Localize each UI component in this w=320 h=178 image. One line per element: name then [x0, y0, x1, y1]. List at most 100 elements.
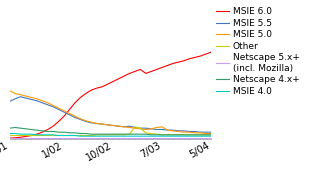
MSIE 5.5: [8, 100, 12, 103]
MSIE 6.0: [188, 58, 191, 60]
Other: [73, 134, 77, 137]
Netscape 5.x+
(incl. Mozilla): [24, 137, 28, 139]
Line: Netscape 4.x+: Netscape 4.x+: [10, 127, 211, 135]
Other: [111, 134, 115, 136]
Other: [177, 134, 180, 136]
MSIE 4.0: [95, 135, 99, 137]
Other: [62, 134, 66, 137]
MSIE 6.0: [73, 102, 77, 104]
MSIE 6.0: [166, 64, 170, 67]
MSIE 5.0: [62, 110, 66, 112]
Netscape 4.x+: [198, 134, 202, 136]
Netscape 5.x+
(incl. Mozilla): [95, 137, 99, 139]
MSIE 4.0: [144, 135, 148, 137]
MSIE 4.0: [149, 135, 153, 137]
MSIE 6.0: [155, 68, 159, 70]
MSIE 5.5: [117, 125, 121, 127]
MSIE 6.0: [133, 70, 137, 72]
MSIE 4.0: [24, 133, 28, 135]
MSIE 6.0: [182, 60, 186, 62]
MSIE 5.0: [8, 90, 12, 92]
Other: [46, 134, 50, 137]
Other: [117, 134, 121, 136]
MSIE 6.0: [209, 51, 213, 53]
Other: [144, 132, 148, 134]
MSIE 4.0: [171, 135, 175, 137]
MSIE 6.0: [29, 134, 33, 137]
MSIE 4.0: [166, 135, 170, 137]
Netscape 4.x+: [188, 134, 191, 136]
MSIE 4.0: [73, 134, 77, 137]
Line: MSIE 4.0: MSIE 4.0: [10, 134, 211, 136]
MSIE 4.0: [51, 134, 55, 136]
MSIE 5.0: [193, 132, 197, 134]
Netscape 4.x+: [117, 133, 121, 135]
Netscape 4.x+: [160, 134, 164, 136]
Line: MSIE 6.0: MSIE 6.0: [10, 52, 211, 138]
Other: [128, 133, 132, 135]
Line: MSIE 5.5: MSIE 5.5: [10, 97, 211, 132]
Other: [19, 134, 22, 137]
Netscape 5.x+
(incl. Mozilla): [122, 137, 126, 139]
MSIE 5.0: [46, 102, 50, 104]
MSIE 4.0: [89, 135, 93, 137]
Other: [188, 134, 191, 136]
Other: [57, 134, 60, 137]
MSIE 5.5: [62, 111, 66, 113]
Netscape 5.x+
(incl. Mozilla): [40, 137, 44, 139]
MSIE 6.0: [46, 129, 50, 131]
Netscape 4.x+: [171, 134, 175, 136]
MSIE 4.0: [57, 134, 60, 137]
MSIE 5.5: [182, 130, 186, 132]
MSIE 5.0: [111, 124, 115, 127]
MSIE 5.5: [29, 98, 33, 101]
Other: [40, 134, 44, 137]
Other: [106, 134, 109, 136]
MSIE 6.0: [139, 68, 142, 70]
Netscape 5.x+
(incl. Mozilla): [35, 137, 39, 139]
Netscape 5.x+
(incl. Mozilla): [106, 137, 109, 139]
Netscape 4.x+: [128, 133, 132, 135]
MSIE 5.5: [155, 129, 159, 131]
Other: [160, 134, 164, 136]
MSIE 6.0: [144, 72, 148, 75]
Netscape 5.x+
(incl. Mozilla): [133, 137, 137, 139]
MSIE 6.0: [111, 80, 115, 83]
MSIE 4.0: [19, 133, 22, 135]
MSIE 6.0: [106, 83, 109, 85]
MSIE 4.0: [139, 135, 142, 137]
MSIE 5.0: [68, 112, 71, 115]
Netscape 5.x+
(incl. Mozilla): [100, 137, 104, 139]
MSIE 6.0: [204, 53, 208, 55]
Netscape 4.x+: [111, 133, 115, 135]
MSIE 4.0: [40, 134, 44, 136]
Netscape 4.x+: [13, 126, 17, 129]
MSIE 6.0: [57, 120, 60, 122]
MSIE 5.5: [139, 127, 142, 129]
MSIE 5.5: [166, 129, 170, 131]
Other: [68, 134, 71, 137]
Netscape 4.x+: [204, 134, 208, 136]
MSIE 5.5: [106, 124, 109, 126]
Netscape 4.x+: [149, 134, 153, 136]
MSIE 5.0: [198, 132, 202, 134]
Netscape 5.x+
(incl. Mozilla): [8, 137, 12, 139]
Netscape 5.x+
(incl. Mozilla): [13, 137, 17, 139]
MSIE 5.5: [177, 130, 180, 132]
Netscape 5.x+
(incl. Mozilla): [160, 137, 164, 139]
Netscape 5.x+
(incl. Mozilla): [29, 137, 33, 139]
Netscape 5.x+
(incl. Mozilla): [139, 137, 142, 139]
MSIE 5.5: [57, 108, 60, 111]
MSIE 5.5: [204, 131, 208, 133]
MSIE 6.0: [13, 137, 17, 139]
MSIE 5.5: [198, 131, 202, 133]
Netscape 5.x+
(incl. Mozilla): [171, 137, 175, 139]
MSIE 6.0: [35, 133, 39, 135]
MSIE 6.0: [198, 55, 202, 57]
Other: [51, 134, 55, 137]
MSIE 6.0: [51, 125, 55, 127]
MSIE 4.0: [13, 132, 17, 135]
MSIE 4.0: [68, 134, 71, 137]
MSIE 5.5: [78, 118, 82, 121]
MSIE 5.5: [84, 120, 88, 122]
